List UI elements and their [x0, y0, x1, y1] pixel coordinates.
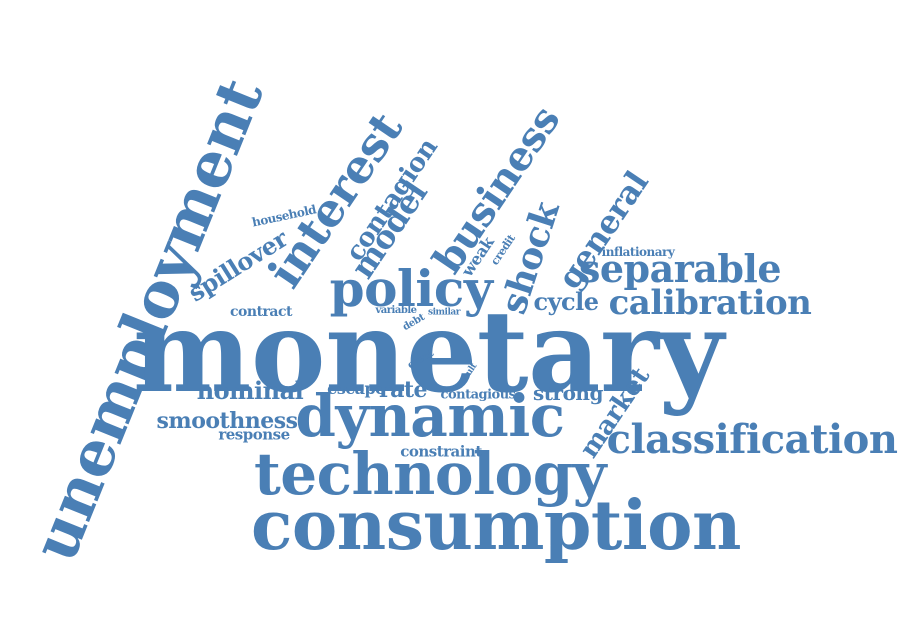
word-calibration: calibration	[608, 283, 812, 323]
word-inflationary: inflationary	[601, 245, 675, 259]
word-contagious: contagious	[440, 387, 516, 403]
word-separable: separable	[578, 246, 782, 291]
word-response: response	[218, 425, 290, 444]
word-smoothness: smoothness	[156, 408, 298, 434]
word-policy: policy	[329, 259, 493, 318]
word-rate: rate	[378, 377, 428, 403]
word-contract: contract	[230, 304, 292, 320]
word-strong: strong	[533, 381, 603, 405]
word-escape: escape	[327, 379, 385, 398]
word-constraint: constraint	[400, 442, 482, 461]
word-variable: variable	[375, 305, 418, 316]
word-classification: classification	[606, 416, 898, 463]
word-similar: similar	[428, 307, 460, 318]
word-cycle: cycle	[533, 287, 599, 316]
word-dynamic: dynamic	[295, 382, 565, 450]
word-nominal: nominal	[196, 376, 304, 405]
word-monetary: monetary	[132, 287, 724, 418]
word-consumption: consumption	[251, 486, 741, 566]
word-technology: technology	[253, 440, 607, 508]
